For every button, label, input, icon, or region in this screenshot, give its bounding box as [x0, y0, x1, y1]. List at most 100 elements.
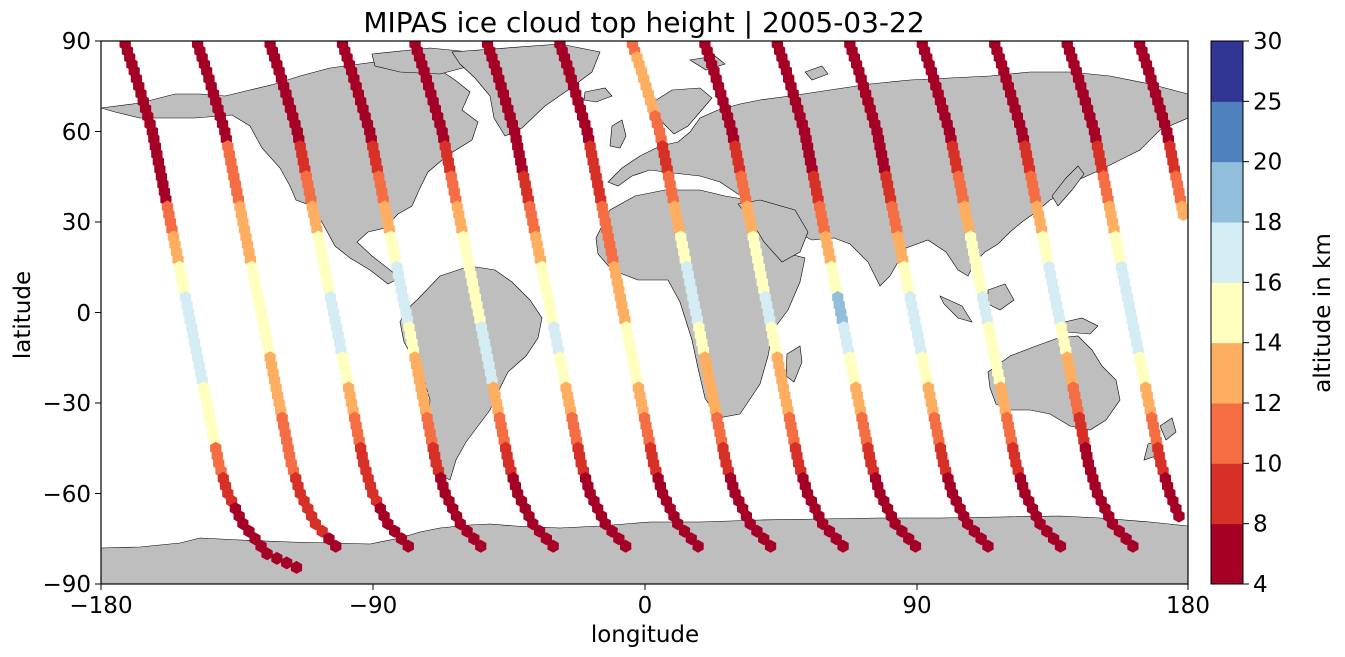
cloud-marker — [692, 539, 704, 553]
x-tick-label: −180 — [69, 593, 132, 619]
orbit-track — [264, 41, 414, 553]
cloud-marker — [382, 517, 394, 531]
cloud-marker — [982, 539, 994, 553]
cloud-marker — [527, 517, 539, 531]
x-tick-label: 90 — [902, 593, 931, 619]
cloud-marker — [475, 539, 487, 553]
orbit-track — [916, 41, 1067, 553]
orbit-track — [989, 41, 1139, 553]
colorbar-bin — [1211, 342, 1243, 404]
cloud-marker — [837, 539, 849, 553]
colorbar-frame — [1210, 40, 1244, 585]
y-tick: −90 — [42, 572, 101, 598]
colorbar-tick-label: 10 — [1253, 451, 1282, 477]
cloud-marker — [817, 517, 829, 531]
orbit-track — [626, 41, 777, 553]
orbit-tracks — [119, 41, 1188, 574]
cloud-marker — [758, 532, 770, 546]
colorbar-tick-label: 12 — [1253, 391, 1282, 417]
cloud-marker — [823, 524, 836, 538]
orbit-track — [192, 41, 342, 553]
land-japan — [1051, 165, 1085, 207]
cloud-marker — [889, 517, 901, 531]
cloud-marker — [402, 539, 414, 553]
cloud-marker — [309, 517, 321, 531]
x-axis: −180 −90 0 90 180 longitude — [69, 584, 1210, 648]
land-british-isles — [609, 119, 627, 149]
colorbar-tick-label: 8 — [1253, 512, 1268, 538]
cloud-marker — [261, 547, 273, 561]
cloud-marker — [744, 517, 756, 531]
x-tick-label: −90 — [349, 593, 398, 619]
y-tick-label: −30 — [42, 391, 91, 417]
orbit-track — [481, 41, 632, 553]
cloud-marker — [1113, 524, 1125, 538]
orbit-track — [771, 41, 922, 553]
y-tick: −60 — [42, 482, 101, 508]
land-layer — [101, 43, 1188, 584]
y-tick-label: −90 — [42, 572, 91, 598]
cloud-marker — [1173, 509, 1185, 523]
colorbar-tick-label: 30 — [1253, 29, 1282, 55]
cloud-marker — [540, 532, 552, 546]
y-axis-label: latitude — [10, 271, 36, 359]
cloud-marker — [330, 539, 342, 553]
cloud-marker — [271, 551, 283, 565]
colorbar-tick-label: 14 — [1253, 331, 1282, 357]
y-tick: 60 — [62, 120, 101, 146]
cloud-marker — [672, 517, 684, 531]
cloud-marker — [1041, 524, 1053, 538]
y-tick: −30 — [42, 391, 101, 417]
colorbar-tick-label: 18 — [1253, 210, 1282, 236]
colorbar-bin — [1211, 101, 1243, 163]
colorbar-bin — [1211, 222, 1243, 283]
plot-area — [100, 40, 1189, 585]
cloud-marker — [962, 517, 974, 531]
x-tick: −180 — [69, 584, 133, 619]
x-tick-label: 180 — [1166, 593, 1210, 619]
cloud-marker — [468, 532, 480, 546]
cloud-marker — [547, 539, 559, 553]
cloud-marker — [1054, 539, 1067, 553]
orbit-track — [699, 41, 849, 553]
cloud-marker — [461, 524, 473, 538]
colorbar-bin — [1211, 41, 1243, 102]
map-title: MIPAS ice cloud top height | 2005-03-22 — [363, 6, 924, 39]
land-scandinavia — [649, 87, 713, 135]
colorbar-bin — [1211, 161, 1243, 223]
orbit-track — [336, 41, 487, 553]
colorbar-bin — [1211, 403, 1243, 464]
cloud-marker — [975, 532, 987, 546]
orbit-track — [1134, 41, 1188, 221]
colorbar-tick-label: 4 — [1253, 572, 1268, 598]
x-tick: 0 — [638, 584, 652, 619]
cloud-marker — [1120, 532, 1132, 546]
x-tick: −90 — [349, 584, 398, 619]
x-axis-label: longitude — [591, 622, 699, 648]
y-tick-label: 0 — [76, 301, 91, 327]
y-tick-label: 60 — [62, 120, 91, 146]
x-tick: 180 — [1166, 584, 1210, 619]
cloud-marker — [764, 539, 777, 553]
cloud-marker — [1106, 517, 1119, 531]
cloud-marker — [968, 524, 980, 538]
cloud-marker — [599, 517, 611, 531]
colorbar-label: altitude in km — [1310, 233, 1336, 393]
colorbar-bin — [1211, 282, 1243, 344]
land-novaya-zemlya — [804, 65, 829, 81]
orbit-track — [409, 41, 559, 553]
y-tick-label: 90 — [62, 29, 91, 55]
colorbar-bin — [1211, 523, 1243, 585]
cloud-marker — [1034, 517, 1046, 531]
colorbar-bin — [1211, 463, 1243, 525]
colorbar-ticks: 4 8 10 12 14 16 18 20 25 30 — [1243, 29, 1282, 598]
y-tick: 30 — [62, 210, 101, 236]
cloud-marker — [620, 539, 632, 553]
cloud-marker — [678, 524, 691, 538]
colorbar-bins — [1211, 41, 1243, 585]
cloud-marker — [909, 539, 922, 553]
orbit-track — [554, 41, 704, 553]
y-axis: 90 60 30 0 −30 −60 −90 latitude — [10, 29, 101, 598]
colorbar: 4 8 10 12 14 16 18 20 25 30 altitude in km — [1210, 29, 1336, 598]
